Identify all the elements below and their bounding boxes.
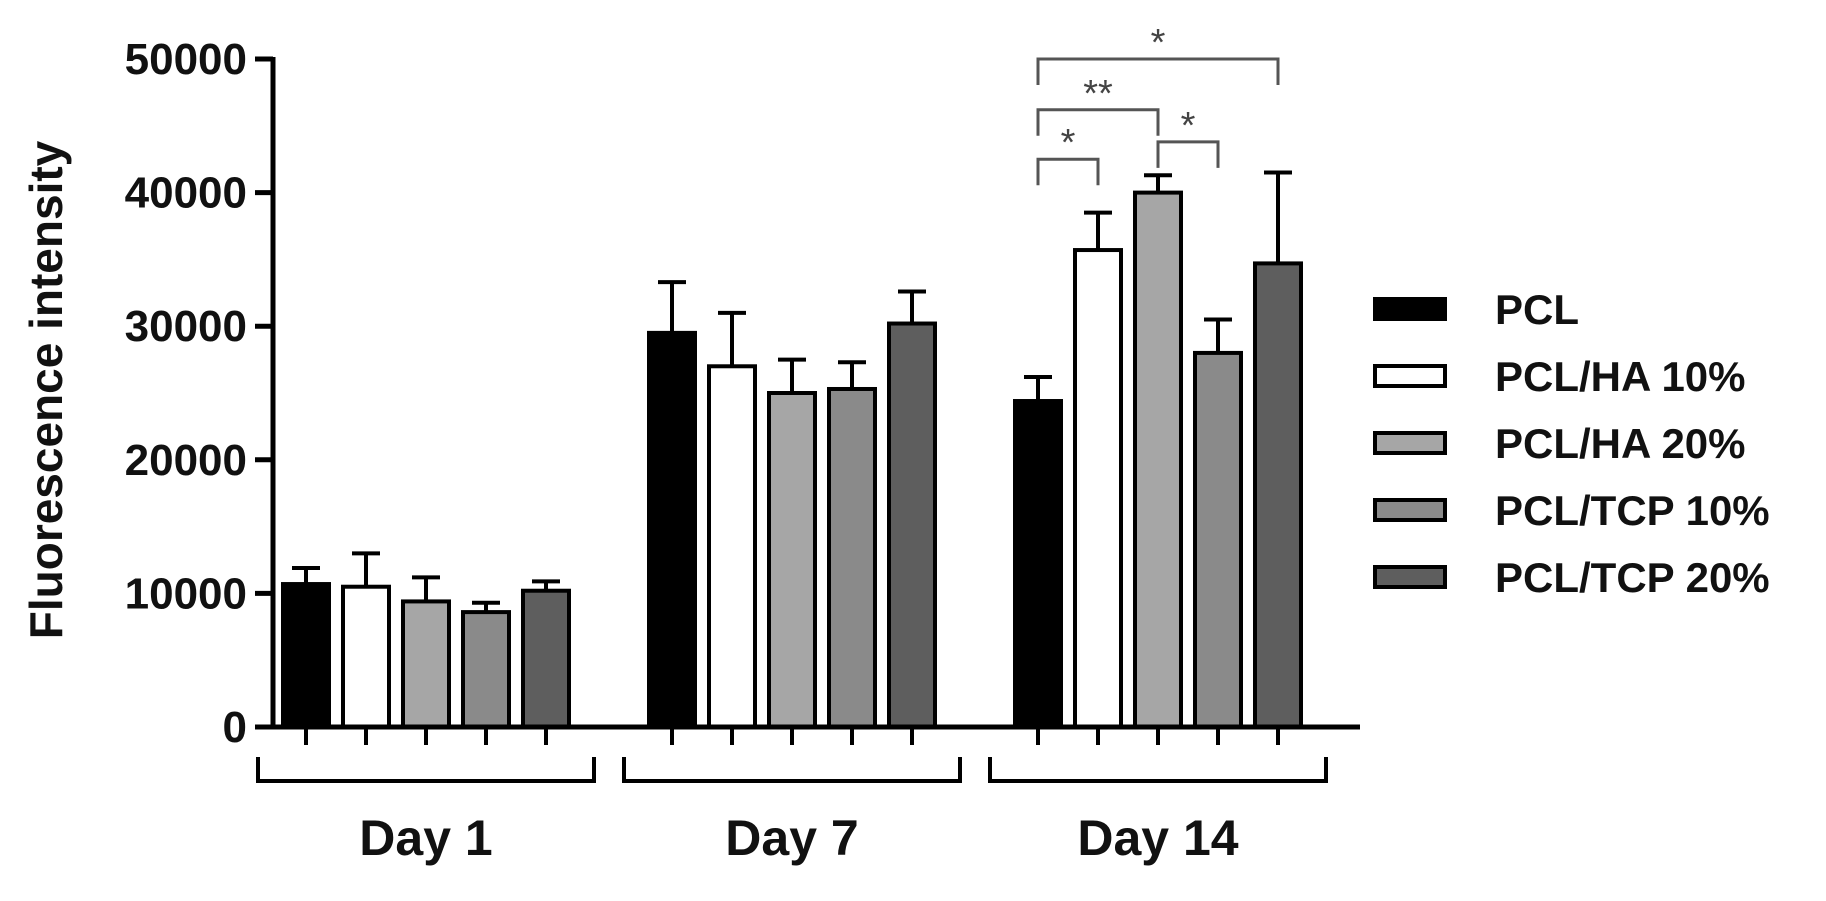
group-bracket-2 — [988, 757, 1328, 783]
legend-label-3: PCL/TCP 10% — [1495, 487, 1770, 534]
legend-swatch-4 — [1373, 565, 1447, 589]
legend-swatch-0 — [1373, 297, 1447, 321]
significance-label-3: * — [1151, 22, 1166, 64]
y-tick-label-0: 0 — [223, 703, 247, 752]
axes-layer: 0 10000 20000 30000 40000 50000 Fluorescence i… — [20, 35, 1360, 752]
y-tick-label-2: 20000 — [125, 436, 247, 485]
bar-2-1 — [1073, 248, 1123, 729]
bar-1-2 — [767, 391, 817, 729]
bar-2-3 — [1193, 350, 1243, 729]
y-tick-label-5: 50000 — [125, 35, 247, 84]
group-bracket-0 — [256, 757, 596, 783]
legend-label-2: PCL/HA 20% — [1495, 420, 1746, 467]
bar-0-2 — [401, 599, 451, 730]
legend-label-4: PCL/TCP 20% — [1495, 554, 1770, 601]
category-label-2: Day 14 — [1077, 810, 1238, 866]
significance-bracket-1 — [1036, 108, 1160, 136]
bar-0-3 — [461, 610, 511, 729]
bar-0-0 — [281, 582, 331, 729]
bar-2-2 — [1133, 190, 1183, 730]
bar-2-4 — [1253, 261, 1303, 729]
group-bracket-1 — [622, 757, 962, 783]
significance-label-0: * — [1061, 122, 1076, 164]
significance-bracket-0 — [1036, 157, 1100, 186]
bar-1-0 — [647, 330, 697, 729]
bar-1-4 — [887, 321, 937, 729]
y-tick-label-1: 10000 — [125, 569, 247, 618]
bar-2-0 — [1013, 399, 1063, 729]
significance-label-2: * — [1181, 105, 1196, 147]
legend-swatch-1 — [1373, 364, 1447, 388]
legend-label-0: PCL — [1495, 286, 1579, 333]
significance-layer: ***** — [1036, 22, 1280, 186]
significance-bracket-3 — [1036, 57, 1280, 85]
y-tick-label-3: 30000 — [125, 302, 247, 351]
category-label-1: Day 7 — [725, 810, 858, 866]
bar-0-1 — [341, 584, 391, 729]
bar-1-1 — [707, 364, 757, 729]
bars-layer — [281, 170, 1303, 730]
y-axis-title: Fluorescence intensity — [20, 140, 72, 639]
legend-label-1: PCL/HA 10% — [1495, 353, 1746, 400]
bar-1-3 — [827, 386, 877, 729]
legend-swatch-2 — [1373, 431, 1447, 455]
group-brackets-layer: Day 1 Day 7 Day 14 — [256, 757, 1328, 866]
category-label-0: Day 1 — [359, 810, 492, 866]
legend-swatch-3 — [1373, 498, 1447, 522]
y-tick-label-4: 40000 — [125, 169, 247, 218]
significance-label-1: ** — [1083, 73, 1113, 115]
significance-bracket-2 — [1156, 140, 1220, 168]
legend: PCL PCL/HA 10% PCL/HA 20% PCL/TCP 10% PCL/TC… — [1373, 286, 1770, 601]
bar-0-4 — [521, 588, 571, 730]
